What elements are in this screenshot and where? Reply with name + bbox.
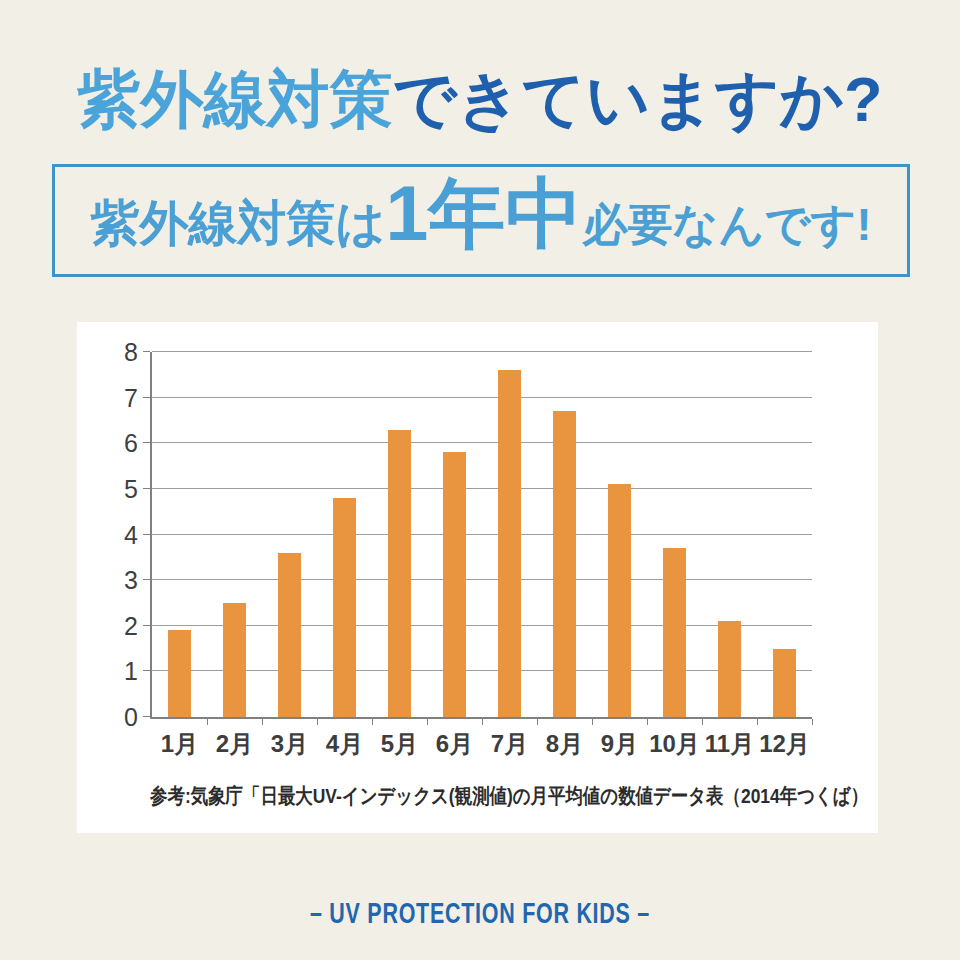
x-tick-label: 5月: [381, 728, 418, 760]
gridline: [152, 534, 812, 535]
y-axis-tick: [143, 488, 150, 489]
title-highlight: 紫外線対策: [78, 64, 393, 134]
x-tick-label: 2月: [216, 728, 253, 760]
x-axis-tick: [262, 719, 263, 725]
y-tick-label: 0: [98, 703, 138, 732]
x-tick-label: 4月: [326, 728, 363, 760]
chart-bar: [333, 498, 356, 717]
y-tick-label: 3: [98, 566, 138, 595]
title-rest: できていますか?: [393, 64, 883, 134]
gridline: [152, 442, 812, 443]
x-axis-tick: [537, 719, 538, 725]
chart-bar: [388, 430, 411, 717]
y-tick-label: 2: [98, 611, 138, 640]
chart-source-caption: 参考:気象庁「日最大UV-インデックス(観測値)の月平均値の数値データ表（201…: [150, 782, 815, 810]
x-axis-tick: [702, 719, 703, 725]
x-tick-label: 6月: [436, 728, 473, 760]
y-tick-label: 8: [98, 338, 138, 367]
gridline: [152, 579, 812, 580]
chart-bar: [443, 452, 466, 717]
chart-bar: [608, 484, 631, 717]
y-axis-tick: [143, 670, 150, 671]
gridline: [152, 670, 812, 671]
x-tick-label: 9月: [601, 728, 638, 760]
x-tick-label: 1月: [161, 728, 198, 760]
x-tick-label: 7月: [491, 728, 528, 760]
footer-tagline: – UV PROTECTION FOR KIDS –: [125, 897, 835, 930]
gridline: [152, 488, 812, 489]
plot-area: 0123456781月2月3月4月5月6月7月8月9月10月11月12月: [152, 352, 812, 717]
x-axis-tick: [812, 719, 813, 725]
chart-bar: [773, 649, 796, 717]
chart-bar: [278, 553, 301, 717]
gridline: [152, 625, 812, 626]
x-axis-line: [150, 717, 812, 719]
y-tick-label: 5: [98, 474, 138, 503]
x-axis-tick: [372, 719, 373, 725]
y-tick-label: 7: [98, 383, 138, 412]
x-axis-tick: [427, 719, 428, 725]
x-tick-label: 3月: [271, 728, 308, 760]
x-tick-label: 12月: [759, 728, 810, 760]
gridline: [152, 351, 812, 352]
chart-bar: [168, 630, 191, 717]
y-axis-tick: [143, 716, 150, 717]
x-tick-label: 10月: [649, 728, 700, 760]
banner-text-pre: 紫外線対策は: [90, 196, 385, 250]
chart-bar: [718, 621, 741, 717]
x-axis-tick: [317, 719, 318, 725]
chart-bar: [663, 548, 686, 717]
x-axis-tick: [592, 719, 593, 725]
chart-bar: [223, 603, 246, 717]
banner-box: 紫外線対策は1年中必要なんです!: [52, 164, 910, 277]
page-title: 紫外線対策できていますか?: [0, 66, 960, 132]
y-axis-tick: [143, 442, 150, 443]
y-axis-tick: [143, 351, 150, 352]
banner-text-post: 必要なんです!: [582, 199, 871, 250]
y-tick-label: 6: [98, 429, 138, 458]
x-tick-label: 11月: [705, 728, 754, 760]
x-tick-label: 8月: [546, 728, 583, 760]
uv-bar-chart: 0123456781月2月3月4月5月6月7月8月9月10月11月12月 参考:…: [77, 322, 878, 833]
x-axis-tick: [207, 719, 208, 725]
x-axis-tick: [757, 719, 758, 725]
y-tick-label: 1: [98, 657, 138, 686]
y-axis-tick: [143, 397, 150, 398]
chart-bar: [498, 370, 521, 717]
y-axis-line: [150, 352, 152, 717]
y-axis-tick: [143, 579, 150, 580]
x-axis-tick: [482, 719, 483, 725]
y-axis-tick: [143, 534, 150, 535]
gridline: [152, 397, 812, 398]
y-axis-tick: [143, 625, 150, 626]
banner-text-big: 1年中: [386, 170, 583, 256]
y-tick-label: 4: [98, 520, 138, 549]
x-axis-tick: [647, 719, 648, 725]
chart-bar: [553, 411, 576, 717]
